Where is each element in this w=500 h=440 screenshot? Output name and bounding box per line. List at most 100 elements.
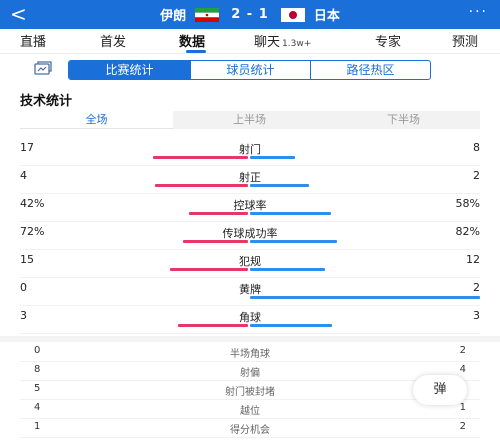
away-stat-bar [250,268,325,271]
detail-stat-row: 8 射偏 4 [20,362,480,381]
home-stat-value: 42% [20,197,45,210]
tab-prediction[interactable]: 预测 [452,35,479,50]
row-separator [20,277,480,278]
detail-stat-label: 射门被封堵 [225,387,275,398]
away-team-name: 日本 [313,9,340,24]
active-tab-indicator [186,50,206,53]
row-separator [20,193,480,194]
home-stat-bar [153,156,248,159]
stat-label: 黄牌 [239,283,261,296]
home-detail-value: 4 [34,402,41,413]
stat-row: 4 射正 2 [20,167,480,195]
tab-data[interactable]: 数据 [179,35,206,50]
tab-experts[interactable]: 专家 [375,35,402,50]
home-detail-value: 1 [34,421,41,432]
detail-stat-row: 1 得分机会 2 [20,419,480,438]
detail-stat-row: 0 半场角球 2 [20,343,480,362]
stats-segment-control: 比赛统计 球员统计 路径热区 [68,60,431,80]
detail-stat-label: 越位 [240,406,260,417]
tab-chat[interactable]: 聊天 1.3w+ [254,35,312,50]
segment-match-stats[interactable]: 比赛统计 [69,61,190,79]
home-stat-value: 0 [20,281,27,294]
back-icon[interactable]: < [10,2,27,26]
row-separator [20,249,480,250]
away-stat-value: 82% [455,225,480,238]
home-stat-bar [170,268,248,271]
stats-screen-icon[interactable] [33,60,53,77]
stat-row: 42% 控球率 58% [20,195,480,223]
home-stat-value: 72% [20,225,45,238]
row-separator [20,333,480,334]
match-header: < 伊朗 2 - 1 日本 ··· [0,0,500,29]
home-stat-value: 4 [20,169,27,182]
home-stat-bar [178,324,248,327]
away-detail-value: 2 [459,421,466,432]
stat-row: 15 犯规 12 [20,251,480,279]
stat-label: 射正 [239,171,261,184]
row-separator [20,165,480,166]
home-stat-value: 17 [20,141,34,154]
away-detail-value: 4 [459,364,466,375]
tab-full-match[interactable]: 全场 [20,111,173,129]
detail-stat-label: 射偏 [240,368,260,379]
stat-row: 0 黄牌 2 [20,279,480,307]
match-title: 伊朗 2 - 1 日本 [0,5,500,24]
half-tabs: 全场 上半场 下半场 [20,111,480,129]
stat-row: 72% 传球成功率 82% [20,223,480,251]
detail-stat-row: 5 射门被封堵 [20,381,480,400]
row-separator [20,305,480,306]
home-stat-bar [183,240,248,243]
tab-first-half[interactable]: 上半场 [233,113,266,126]
away-stat-bar [250,240,337,243]
away-stat-value: 3 [473,309,480,322]
home-stat-bar [189,212,248,215]
home-team-name: 伊朗 [160,9,187,24]
away-stat-bar [250,324,332,327]
away-detail-value: 1 [459,402,466,413]
stat-row: 17 射门 8 [20,139,480,167]
stat-label: 传球成功率 [222,227,278,240]
away-detail-value: 2 [459,345,466,356]
away-stat-value: 2 [473,169,480,182]
more-options-icon[interactable]: ··· [468,4,488,20]
row-separator [20,221,480,222]
detail-stat-label: 得分机会 [230,425,270,436]
away-stat-bar [250,184,309,187]
stats-segment-bar: 比赛统计 球员统计 路径热区 [0,53,500,83]
home-detail-value: 0 [34,345,41,356]
tab-lineup[interactable]: 首发 [100,35,127,50]
section-title: 技术统计 [20,94,73,109]
segment-player-stats[interactable]: 球员统计 [226,63,275,77]
stat-label: 控球率 [233,199,267,212]
stat-label: 角球 [239,311,261,324]
home-detail-value: 5 [34,383,41,394]
segment-divider [190,61,191,79]
stat-row: 3 角球 3 [20,307,480,335]
away-stat-value: 2 [473,281,480,294]
away-stat-bar [250,296,480,299]
danmu-button[interactable]: 弹 [413,375,467,405]
iran-flag-icon [194,7,219,22]
match-score: 2 - 1 [231,7,269,22]
segment-heat-map[interactable]: 路径热区 [346,63,395,77]
stat-label: 射门 [239,143,261,156]
home-stat-value: 3 [20,309,27,322]
home-detail-value: 8 [34,364,41,375]
away-stat-bar [250,156,295,159]
home-stat-value: 15 [20,253,34,266]
section-divider [0,336,500,342]
away-stat-value: 8 [473,141,480,154]
stat-label: 犯规 [239,255,261,268]
tab-second-half[interactable]: 下半场 [387,113,420,126]
away-stat-value: 58% [455,197,480,210]
away-stat-bar [250,212,331,215]
tab-live[interactable]: 直播 [20,35,47,50]
segment-divider [310,61,311,79]
home-stat-bar [155,184,248,187]
detail-stat-row: 4 越位 1 [20,400,480,419]
match-nav-tabs: 直播 首发 数据 聊天 1.3w+ 专家 预测 [0,29,500,53]
japan-flag-icon [281,7,306,22]
chat-count: 1.3w+ [282,39,312,49]
away-stat-value: 12 [466,253,480,266]
detail-stat-label: 半场角球 [230,349,270,360]
